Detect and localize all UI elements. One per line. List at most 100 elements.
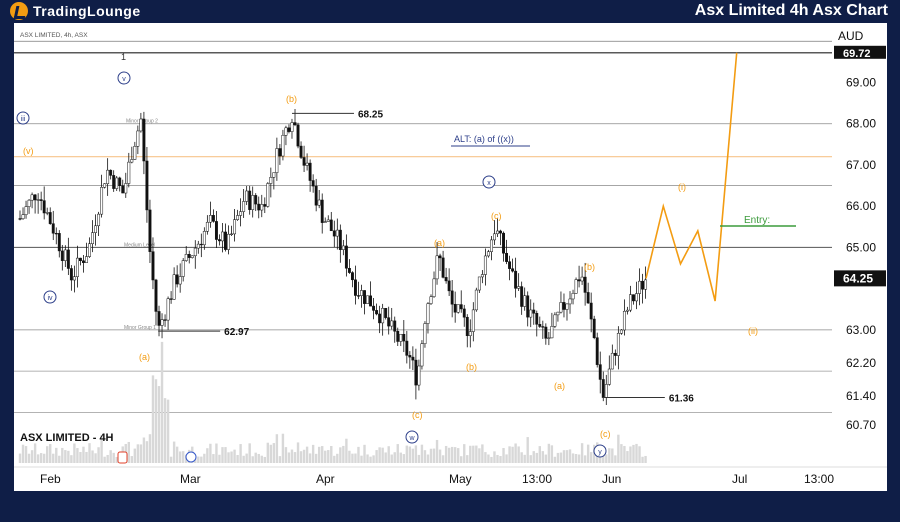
candle-body bbox=[432, 278, 436, 297]
candle-body bbox=[456, 304, 460, 313]
volume-bar bbox=[348, 450, 351, 463]
volume-bar bbox=[544, 454, 548, 463]
candle-body bbox=[157, 311, 161, 326]
candle-body bbox=[372, 305, 376, 311]
candle-body bbox=[175, 274, 179, 285]
last-price-badge bbox=[834, 270, 886, 287]
volume-bar bbox=[342, 445, 345, 463]
x-tick-label: 13:00 bbox=[804, 472, 834, 486]
candle-body bbox=[399, 333, 403, 342]
level-label: Minor Group 1 bbox=[124, 325, 156, 331]
candle-body bbox=[151, 251, 155, 281]
volume-bar bbox=[460, 456, 463, 463]
candle-body bbox=[287, 127, 291, 132]
candle-body bbox=[160, 319, 164, 326]
candle-body bbox=[538, 324, 542, 327]
volume-bar bbox=[327, 450, 330, 463]
candle-body bbox=[208, 215, 212, 223]
candle-body bbox=[532, 309, 536, 314]
volume-bar bbox=[526, 437, 529, 463]
candle-body bbox=[381, 308, 385, 324]
candle-body bbox=[118, 177, 122, 186]
volume-bar bbox=[408, 446, 412, 463]
candle-body bbox=[553, 314, 557, 327]
volume-bar bbox=[457, 448, 460, 463]
volume-bar bbox=[230, 451, 233, 463]
candle-body bbox=[559, 302, 563, 313]
candle-body bbox=[556, 311, 560, 316]
candle-body bbox=[625, 309, 629, 312]
candle-body bbox=[254, 195, 258, 205]
wave-label-orange: (v) bbox=[23, 146, 34, 156]
volume-bar bbox=[97, 447, 100, 463]
x-tick-label: Jul bbox=[732, 472, 747, 486]
candle-body bbox=[493, 233, 496, 241]
candle-body bbox=[199, 243, 203, 246]
candle-body bbox=[100, 187, 104, 215]
volume-bar bbox=[18, 453, 22, 463]
candle-body bbox=[613, 352, 617, 356]
candle-body bbox=[529, 309, 533, 318]
candle-body bbox=[284, 127, 288, 136]
wave-label-orange: (i) bbox=[678, 182, 686, 192]
candle-body bbox=[290, 122, 294, 132]
wave-label-orange: (c) bbox=[491, 211, 502, 221]
volume-bar bbox=[142, 437, 146, 463]
volume-bar bbox=[441, 455, 445, 463]
volume-bar bbox=[305, 446, 309, 463]
candle-body bbox=[82, 260, 85, 263]
candle-body bbox=[638, 280, 641, 294]
volume-bar bbox=[70, 455, 73, 463]
candle-body bbox=[106, 169, 110, 184]
volume-bar bbox=[369, 456, 372, 463]
candle-body bbox=[66, 249, 70, 269]
volume-bar bbox=[311, 444, 315, 463]
volume-bar bbox=[109, 450, 112, 463]
volume-bar bbox=[160, 341, 164, 463]
plot-area[interactable]: Minor Group 2 Medium Level Minor Group 1 6… bbox=[14, 23, 887, 491]
volume-bar bbox=[281, 433, 285, 463]
volume-bar bbox=[236, 455, 239, 463]
candle-body bbox=[251, 195, 255, 210]
candle-body bbox=[178, 276, 182, 285]
volume-bar bbox=[478, 448, 481, 463]
dividend-marker-icon bbox=[117, 451, 128, 464]
candle-body bbox=[21, 214, 25, 220]
volume-bar bbox=[333, 455, 336, 463]
volume-bar bbox=[61, 447, 64, 463]
candle-body bbox=[127, 161, 131, 184]
volume-bar bbox=[432, 448, 436, 463]
volume-bar bbox=[330, 445, 333, 463]
volume-bar bbox=[453, 447, 457, 463]
candle-body bbox=[326, 219, 330, 222]
volume-bar bbox=[278, 456, 282, 463]
candle-body bbox=[190, 255, 194, 258]
volume-bar bbox=[547, 443, 551, 463]
candle-body bbox=[441, 257, 445, 278]
volume-bar bbox=[535, 452, 538, 463]
candle-body bbox=[369, 295, 373, 307]
volume-bar bbox=[589, 452, 593, 463]
candle-body bbox=[402, 333, 406, 342]
volume-bar bbox=[266, 442, 270, 463]
volume-bar bbox=[426, 454, 430, 463]
candle-body bbox=[622, 310, 626, 331]
candle-body bbox=[221, 231, 224, 242]
candle-body bbox=[471, 309, 475, 332]
candle-body bbox=[453, 303, 457, 313]
volume-bar bbox=[420, 444, 424, 463]
volume-bar bbox=[517, 446, 520, 463]
volume-bar bbox=[599, 456, 602, 463]
volume-bar bbox=[308, 453, 312, 463]
candle-body bbox=[562, 302, 566, 310]
candle-body bbox=[169, 298, 173, 300]
last-price-label: 64.25 bbox=[843, 271, 873, 285]
volume-bar bbox=[375, 450, 378, 463]
candle-body bbox=[574, 279, 578, 294]
volume-bar bbox=[378, 447, 381, 463]
candle-body bbox=[211, 215, 215, 222]
volume-bar bbox=[444, 445, 448, 463]
candle-body bbox=[520, 286, 524, 307]
